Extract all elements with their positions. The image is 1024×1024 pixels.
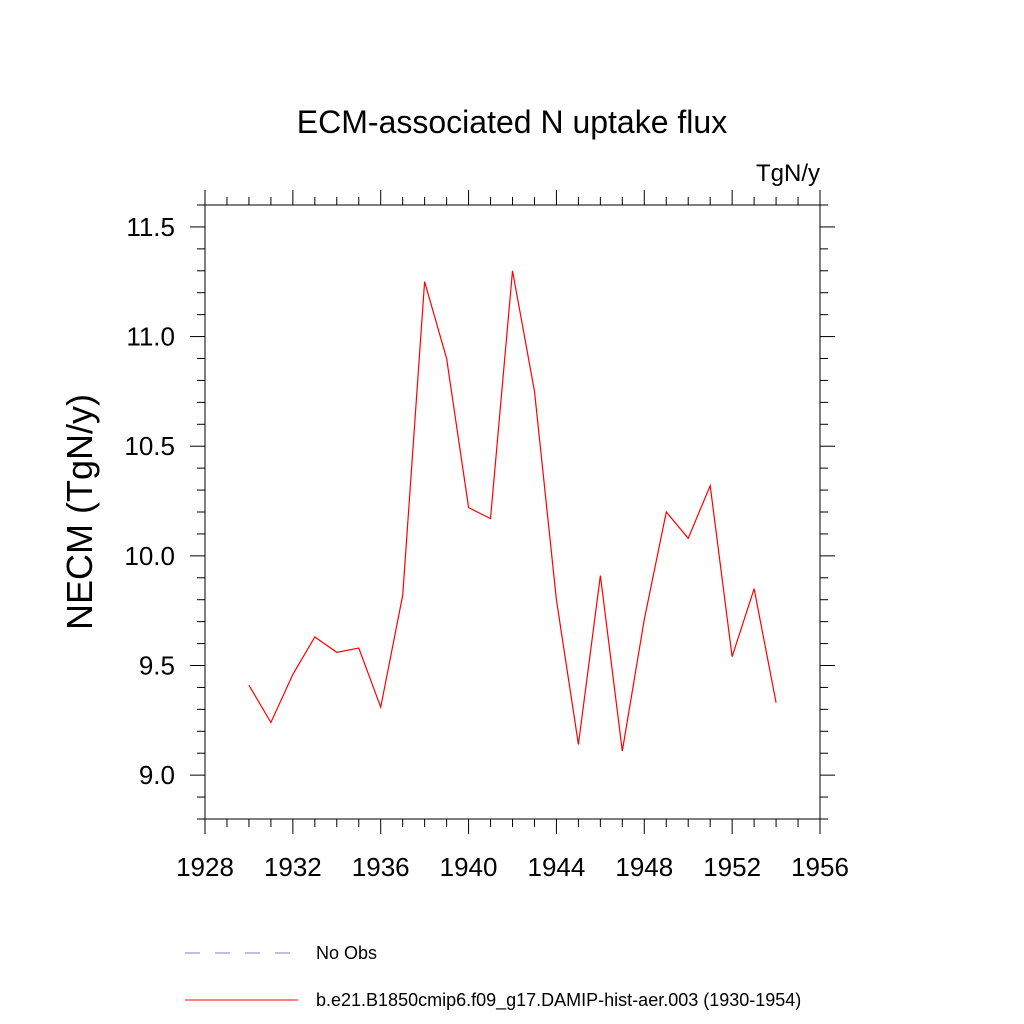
legend-label-no-obs: No Obs: [316, 943, 377, 963]
y-tick-label: 11.0: [126, 322, 175, 352]
x-tick-label: 1948: [615, 852, 673, 882]
y-axis-title: NECM (TgN/y): [59, 394, 100, 630]
legend: No Obs b.e21.B1850cmip6.f09_g17.DAMIP-hi…: [185, 943, 801, 1011]
x-tick-label: 1932: [264, 852, 322, 882]
units-label: TgN/y: [756, 160, 820, 187]
x-tick-label: 1936: [352, 852, 410, 882]
y-tick-label: 10.0: [124, 541, 175, 571]
series-line-0: [248, 270, 777, 752]
chart-title: ECM-associated N uptake flux: [297, 104, 727, 140]
x-tick-label: 1940: [440, 852, 498, 882]
x-tick-label: 1956: [791, 852, 849, 882]
y-tick-label: 9.0: [139, 760, 175, 790]
y-tick-label: 10.5: [124, 431, 175, 461]
y-tick-label: 11.5: [126, 212, 175, 242]
x-tick-label: 1952: [703, 852, 761, 882]
y-tick-label: 9.5: [139, 651, 175, 681]
legend-label-main-series: b.e21.B1850cmip6.f09_g17.DAMIP-hist-aer.…: [316, 990, 801, 1011]
plot-frame: [204, 204, 821, 820]
axis-ticks: 1928 1932 1936 1940 1944 1948 1952 1956 9.0 9.5 10…: [124, 190, 849, 882]
x-tick-label: 1928: [176, 852, 234, 882]
series-lines: [248, 270, 777, 752]
x-tick-label: 1944: [528, 852, 586, 882]
